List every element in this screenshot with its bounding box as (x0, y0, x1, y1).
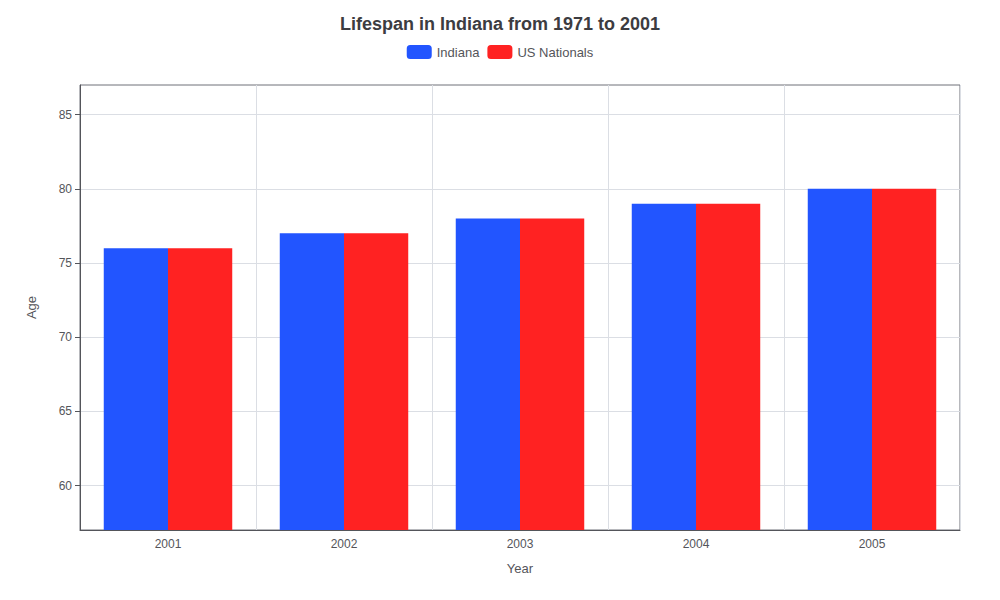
svg-text:2005: 2005 (859, 537, 886, 551)
svg-text:60: 60 (59, 479, 73, 493)
svg-text:Lifespan in Indiana from 1971: Lifespan in Indiana from 1971 to 2001 (340, 14, 660, 34)
svg-text:2002: 2002 (331, 537, 358, 551)
svg-text:2004: 2004 (683, 537, 710, 551)
svg-text:Indiana: Indiana (437, 45, 480, 60)
svg-text:85: 85 (59, 108, 73, 122)
svg-text:Age: Age (24, 296, 39, 319)
svg-text:70: 70 (59, 330, 73, 344)
svg-text:80: 80 (59, 182, 73, 196)
svg-text:75: 75 (59, 256, 73, 270)
svg-text:2003: 2003 (507, 537, 534, 551)
svg-text:65: 65 (59, 404, 73, 418)
svg-text:US Nationals: US Nationals (517, 45, 593, 60)
svg-text:Year: Year (507, 561, 534, 576)
svg-text:2001: 2001 (155, 537, 182, 551)
